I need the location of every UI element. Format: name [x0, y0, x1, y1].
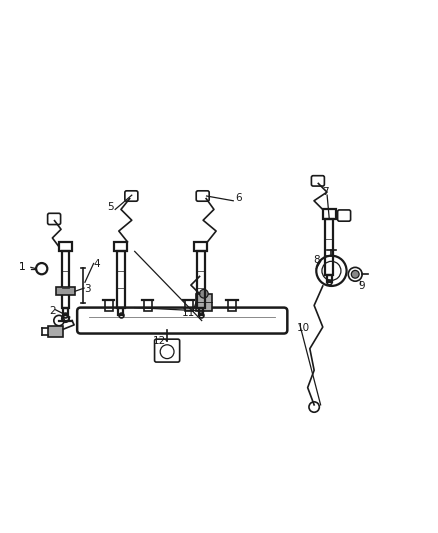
Bar	[327, 275, 332, 282]
Bar	[228, 300, 236, 311]
Bar	[63, 308, 68, 314]
Text: 4: 4	[94, 260, 100, 269]
Text: 2: 2	[49, 305, 56, 316]
Text: 11: 11	[182, 308, 195, 318]
Bar	[325, 219, 333, 275]
Bar	[105, 300, 113, 311]
Bar	[144, 300, 152, 311]
Bar	[48, 326, 64, 336]
Text: 1: 1	[19, 262, 25, 272]
Text: 10: 10	[297, 323, 310, 333]
Text: 12: 12	[153, 336, 166, 346]
Bar	[198, 308, 203, 314]
Circle shape	[200, 289, 208, 298]
Text: 5: 5	[107, 202, 113, 212]
Bar	[196, 294, 212, 311]
Text: 7: 7	[321, 187, 328, 197]
Text: 3: 3	[84, 285, 90, 294]
Bar	[114, 242, 127, 252]
Text: 1: 1	[19, 262, 25, 272]
Bar	[323, 209, 336, 219]
Bar	[197, 252, 205, 308]
Bar	[119, 308, 123, 314]
Text: 6: 6	[235, 193, 242, 203]
Bar	[194, 242, 208, 252]
Bar	[59, 242, 72, 252]
Text: 8: 8	[313, 255, 320, 265]
Circle shape	[351, 270, 359, 278]
Bar	[62, 252, 69, 308]
Bar	[117, 252, 125, 308]
Bar	[56, 287, 75, 295]
Text: 9: 9	[358, 281, 365, 291]
Bar	[185, 300, 193, 311]
